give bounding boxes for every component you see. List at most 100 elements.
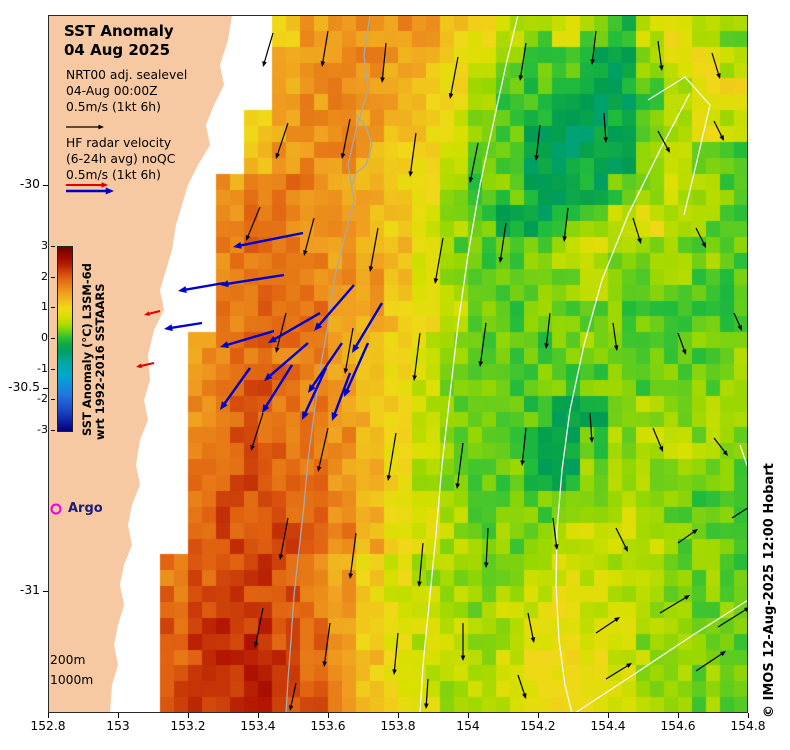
current-vector-arrow xyxy=(343,327,354,374)
colorbar-label-line2: wrt 1992-2016 SSTAARS xyxy=(93,283,107,440)
hf-radar-vector-arrow xyxy=(308,342,343,393)
y-axis-tick-label: -31 xyxy=(19,583,40,598)
depth-contour-1000m xyxy=(739,444,748,470)
current-vector-arrow xyxy=(657,130,670,153)
x-axis-tick-label: 154 xyxy=(456,719,480,733)
y-axis-tick xyxy=(43,184,48,186)
current-vector-arrow xyxy=(603,112,608,143)
current-vector-arrow xyxy=(695,227,706,248)
current-vector-arrow xyxy=(731,507,748,519)
credit-text: © IMOS 12-Aug-2025 12:00 Hobart xyxy=(762,463,777,718)
current-vector-arrow xyxy=(534,124,541,161)
current-vector-arrow xyxy=(340,118,351,159)
current-vector-arrow xyxy=(520,427,527,466)
current-vector-arrow xyxy=(303,217,315,256)
x-axis-tick xyxy=(187,713,189,718)
hf-radar-vector-arrow xyxy=(302,367,328,420)
x-axis-tick xyxy=(467,713,469,718)
hf-radar-vector-arrow xyxy=(220,329,275,349)
current-vector-arrow xyxy=(275,312,287,353)
current-vector-arrow xyxy=(275,122,289,159)
current-vector-arrow xyxy=(605,663,632,680)
colorbar-tick xyxy=(51,338,55,339)
y-axis-tick-label: -30.5 xyxy=(8,380,40,395)
plot-frame xyxy=(48,15,748,713)
current-vector-arrow xyxy=(433,237,444,284)
x-axis-tick xyxy=(397,713,399,718)
y-axis-tick-label: -30 xyxy=(19,177,40,192)
x-axis-tick-label: 152.8 xyxy=(30,719,66,733)
current-vector-arrow xyxy=(392,632,399,675)
map-overlay-svg xyxy=(48,15,748,713)
current-vector-arrow xyxy=(677,332,687,355)
current-vector-arrow xyxy=(288,682,297,711)
current-vector-arrow xyxy=(733,312,742,331)
depth-contour-200m xyxy=(285,15,371,713)
current-vector-arrow xyxy=(657,40,664,71)
hf-radar-vector-arrow xyxy=(344,342,370,397)
x-axis-tick xyxy=(117,713,119,718)
current-vector-arrow xyxy=(455,442,464,489)
x-axis-tick xyxy=(537,713,539,718)
hf-scale-arrow-red xyxy=(66,182,108,188)
depth-contour-200m xyxy=(351,114,373,186)
current-vector-arrow xyxy=(412,332,421,381)
x-axis-tick xyxy=(607,713,609,718)
current-vector-arrow xyxy=(518,42,527,81)
current-vector-arrow xyxy=(262,32,274,67)
hf-radar-vector-arrow xyxy=(220,367,251,410)
y-axis-tick xyxy=(43,590,48,592)
hf-radar-vector-arrow xyxy=(262,364,294,413)
current-vector-arrow xyxy=(589,412,594,443)
current-vector-arrow xyxy=(348,532,357,579)
current-vector-arrow xyxy=(527,612,536,643)
current-vector-arrow xyxy=(380,42,387,83)
colorbar-tick xyxy=(51,399,55,401)
current-vector-arrow xyxy=(498,222,507,263)
current-vector-arrow xyxy=(711,52,721,79)
current-vector-arrow xyxy=(713,437,728,456)
x-axis-tick-label: 153 xyxy=(106,719,130,733)
hf-radar-vector-arrow-red xyxy=(136,362,155,369)
altimetry-legend-line: 04-Aug 00:00Z xyxy=(66,84,158,98)
map-title-line1: SST Anomaly xyxy=(64,22,174,40)
current-vector-arrow xyxy=(562,207,569,242)
current-vector-arrow xyxy=(386,432,397,481)
colorbar-label-line1: SST Anomaly (°C) L3SM-6d xyxy=(80,263,94,436)
hf-radar-legend-line: 0.5m/s (1kt 6h) xyxy=(66,168,161,182)
x-axis-tick-label: 154.8 xyxy=(730,719,766,733)
colorbar-tick xyxy=(51,246,55,247)
colorbar xyxy=(57,246,73,432)
altimetry-legend-line: NRT00 adj. sealevel xyxy=(66,68,188,82)
hf-radar-vector-arrow xyxy=(352,302,384,353)
current-vector-arrow xyxy=(517,674,527,699)
hf-radar-legend-line: (6-24h avg) noQC xyxy=(66,152,176,166)
current-vector-arrow xyxy=(595,617,620,634)
x-axis-tick-label: 154.4 xyxy=(590,719,626,733)
current-vector-arrow xyxy=(552,517,559,550)
hf-radar-vector-arrow-red xyxy=(144,310,161,316)
altimetry-legend-line: 0.5m/s (1kt 6h) xyxy=(66,100,161,114)
current-vector-arrow xyxy=(460,623,466,661)
colorbar-tick xyxy=(51,307,55,309)
hf-radar-vector-arrow xyxy=(178,281,225,294)
colorbar-tick-label: 1 xyxy=(41,300,48,314)
colorbar-tick-label: 2 xyxy=(41,269,48,283)
current-vector-arrow xyxy=(695,651,726,672)
x-axis-tick xyxy=(47,713,49,718)
colorbar-tick-label: -1 xyxy=(37,361,48,375)
hf-radar-vector-arrow xyxy=(314,284,355,331)
current-vector-arrow xyxy=(677,529,698,544)
current-vector-arrow xyxy=(253,607,264,648)
current-vector-arrow xyxy=(544,312,551,349)
x-axis-tick xyxy=(747,713,749,718)
x-axis-tick-label: 154.2 xyxy=(520,719,556,733)
depth-contour-1000m xyxy=(647,76,711,216)
colorbar-tick xyxy=(51,368,55,370)
x-axis-tick-label: 153.4 xyxy=(240,719,276,733)
x-axis-tick xyxy=(257,713,259,718)
hf-radar-vector-arrow xyxy=(331,372,352,421)
y-axis-tick xyxy=(43,387,48,389)
current-vector-arrow xyxy=(417,542,424,587)
